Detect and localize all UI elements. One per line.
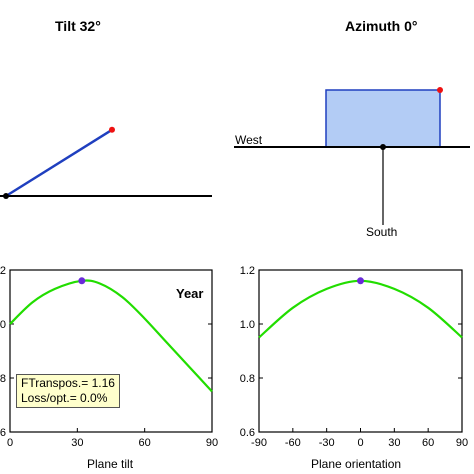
optimum-marker [357,277,364,285]
x-tick-label: 30 [71,437,83,449]
plot-frame [9,269,213,433]
tilt-title: Tilt 32° [55,18,101,34]
x-tick-label: 30 [388,437,400,449]
curve-series [258,279,463,339]
y-tick-label: 1.0 [0,319,6,331]
x-axis-title-tilt: Plane tilt [87,457,134,471]
plane-footprint [325,89,441,148]
x-tick-label: -60 [285,437,301,449]
x-tick-label: 90 [456,437,468,449]
ftranspos-value: FTranspos.= 1.16 [21,376,115,390]
y-tick-label: 0.6 [0,427,6,439]
x-tick-label: 0 [7,437,13,449]
x-axis-title-orientation: Plane orientation [311,457,402,471]
orientation-chart: 0.6 0.8 1.0 1.2 -90 -60 -30 0 30 60 90 [240,265,468,449]
y-tick-label: 0.8 [240,373,255,385]
y-tick-label: 0.6 [240,427,255,439]
plane-tip-marker [437,87,443,93]
plane-tip-marker [109,126,115,133]
tilt-diagram [0,126,212,199]
azimuth-diagram [234,87,470,225]
info-box: FTranspos.= 1.16 Loss/opt.= 0.0% [16,374,120,408]
x-tick-label: 60 [139,437,151,449]
west-label: West [235,133,263,147]
y-tick-label: 1.2 [240,265,255,277]
x-tick-label: 0 [357,437,363,449]
plot-frame [258,269,463,433]
y-tick-label: 1.0 [240,319,255,331]
azimuth-title: Azimuth 0° [345,18,418,34]
pivot-point [3,193,9,199]
tilted-plane [5,128,113,198]
x-tick-label: 60 [422,437,434,449]
chart-year-label: Year [176,286,204,301]
y-tick-label: 0.8 [0,373,6,385]
center-point [380,144,386,150]
curve-series [9,279,213,393]
optimum-marker [78,277,86,285]
x-tick-label: 90 [206,437,218,449]
loss-opt-value: Loss/opt.= 0.0% [21,391,108,405]
tilt-chart: 0.6 0.8 1.0 1.2 0 30 60 90 [0,265,218,449]
y-tick-label: 1.2 [0,265,6,277]
x-tick-label: -30 [319,437,335,449]
x-tick-label: -90 [251,437,267,449]
south-label: South [366,225,398,239]
